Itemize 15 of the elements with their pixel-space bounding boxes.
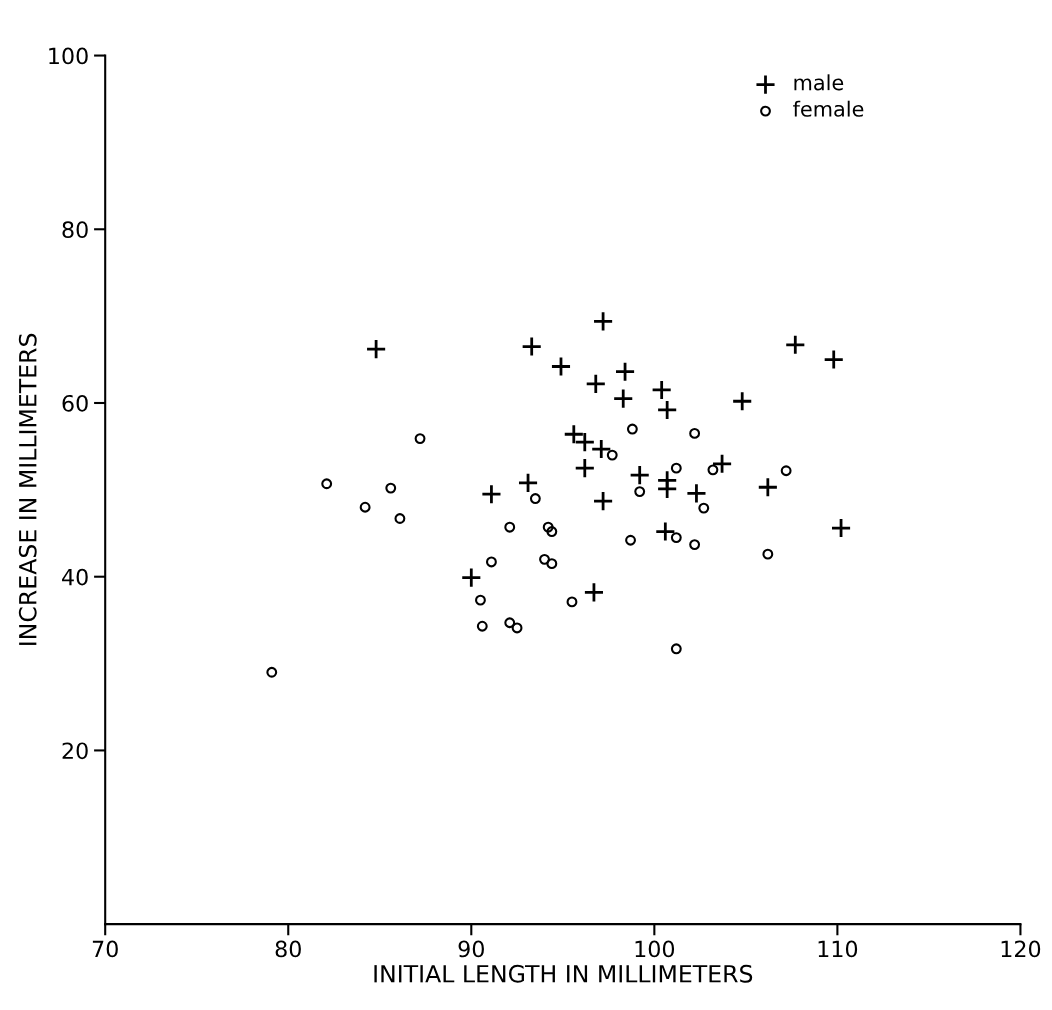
legend-label: male — [794, 74, 844, 91]
y-tick-label: 100 — [49, 47, 88, 65]
x-tick-label: 110 — [818, 940, 858, 958]
y-axis-title: INCREASE IN MILLIMETERS — [18, 333, 37, 645]
y-tick-label: 60 — [62, 394, 88, 412]
x-axis-title: INITIAL LENGTH IN MILLIMETERS — [374, 964, 753, 983]
x-tick-label: 90 — [458, 940, 484, 958]
x-tick-label: 100 — [635, 940, 675, 958]
legend-label: female — [793, 100, 864, 117]
x-tick-label: 70 — [92, 940, 118, 958]
y-tick-label: 80 — [62, 221, 88, 239]
x-tick-label: 80 — [275, 940, 301, 958]
y-tick-label: 40 — [62, 568, 88, 586]
y-tick-label: 20 — [62, 742, 88, 760]
x-tick-label: 120 — [1001, 940, 1041, 958]
